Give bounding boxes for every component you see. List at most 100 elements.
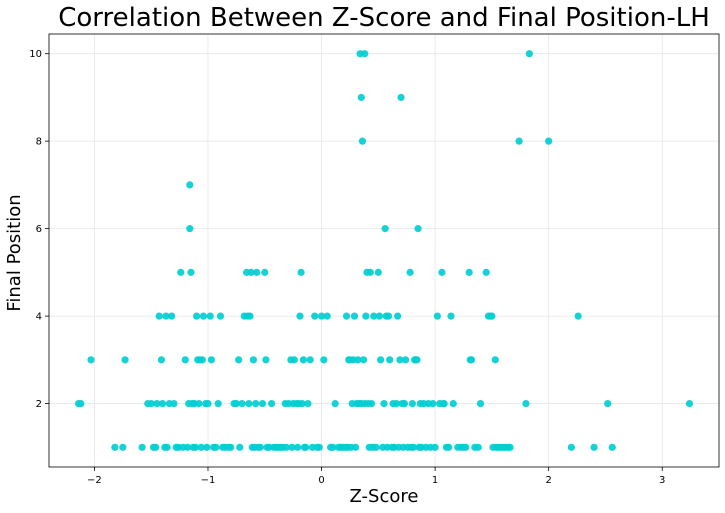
- data-point: [515, 137, 523, 145]
- data-point: [590, 443, 598, 451]
- data-point: [252, 399, 260, 408]
- data-point: [311, 312, 319, 320]
- data-point: [354, 356, 362, 364]
- y-tick-label: 4: [36, 312, 42, 323]
- data-point: [290, 356, 298, 364]
- chart-title: Correlation Between Z-Score and Final Po…: [58, 3, 710, 33]
- data-point: [567, 443, 575, 451]
- data-point: [400, 399, 409, 408]
- data-point: [315, 443, 323, 451]
- data-point: [406, 268, 414, 276]
- data-point: [155, 312, 163, 320]
- axis-ticks: −2 −1 0 1 2 3 2 4 6 8 10: [29, 49, 665, 486]
- data-point: [197, 443, 205, 451]
- data-point: [298, 399, 306, 408]
- data-point: [158, 399, 167, 408]
- data-point: [187, 268, 195, 276]
- data-point: [357, 93, 365, 102]
- data-point: [361, 50, 369, 58]
- data-point: [545, 137, 553, 145]
- data-point: [359, 356, 368, 364]
- data-point: [207, 356, 215, 364]
- data-point: [119, 443, 127, 451]
- data-point: [320, 356, 328, 364]
- data-point: [384, 312, 393, 320]
- data-point: [262, 356, 270, 364]
- data-point: [235, 356, 243, 364]
- data-point: [77, 399, 85, 408]
- data-point: [372, 443, 380, 451]
- data-point: [329, 443, 337, 451]
- y-tick-label: 10: [29, 49, 42, 60]
- data-point: [476, 399, 485, 408]
- y-tick-label: 6: [36, 224, 42, 235]
- data-point: [256, 443, 264, 451]
- data-point: [87, 356, 95, 364]
- data-point: [245, 399, 253, 408]
- data-point: [198, 356, 206, 364]
- x-axis-label: Z-Score: [350, 486, 419, 507]
- data-point: [574, 312, 582, 320]
- data-point: [381, 225, 389, 233]
- data-point: [195, 399, 203, 408]
- data-point: [168, 312, 176, 320]
- x-tick-label: −1: [201, 475, 216, 486]
- data-point: [438, 268, 446, 276]
- data-point: [342, 312, 351, 320]
- data-point: [304, 399, 312, 408]
- data-point: [401, 356, 410, 364]
- data-point: [177, 268, 185, 276]
- data-point: [186, 181, 194, 189]
- data-point: [376, 356, 385, 364]
- data-point: [181, 356, 189, 364]
- data-point: [608, 443, 616, 451]
- data-point: [206, 312, 214, 320]
- data-point: [247, 268, 255, 276]
- data-point: [232, 399, 240, 408]
- data-point: [253, 268, 261, 276]
- data-point: [299, 356, 307, 364]
- data-point: [350, 312, 359, 320]
- data-point: [227, 443, 235, 451]
- data-point: [367, 399, 376, 408]
- data-point: [203, 443, 211, 451]
- data-point: [414, 225, 422, 233]
- data-point: [522, 399, 530, 408]
- data-point: [121, 356, 129, 364]
- data-point: [193, 312, 201, 320]
- data-point: [488, 312, 496, 320]
- data-point: [413, 356, 421, 364]
- x-tick-label: 3: [659, 475, 665, 486]
- data-point: [375, 312, 384, 320]
- data-point: [267, 399, 276, 408]
- data-points: [74, 50, 694, 451]
- data-point: [447, 312, 455, 320]
- data-point: [302, 443, 310, 451]
- data-point: [261, 268, 269, 276]
- data-point: [358, 137, 367, 145]
- data-point: [296, 312, 304, 320]
- data-point: [474, 443, 482, 451]
- data-point: [191, 443, 200, 451]
- data-point: [397, 93, 405, 102]
- data-point: [258, 399, 267, 408]
- x-tick-label: −2: [87, 475, 102, 486]
- data-point: [152, 443, 160, 451]
- data-point: [525, 50, 533, 58]
- data-point: [445, 443, 453, 451]
- data-point: [153, 399, 161, 408]
- y-tick-label: 2: [36, 399, 42, 410]
- data-point: [604, 399, 612, 408]
- x-tick-label: 2: [545, 475, 551, 486]
- data-point: [157, 356, 166, 364]
- data-point: [392, 399, 401, 408]
- data-point: [433, 312, 441, 320]
- data-point: [288, 443, 296, 451]
- data-point: [386, 356, 394, 364]
- data-point: [506, 443, 514, 451]
- data-point: [138, 443, 146, 451]
- data-point: [396, 356, 404, 364]
- data-point: [238, 399, 246, 408]
- data-point: [216, 312, 225, 320]
